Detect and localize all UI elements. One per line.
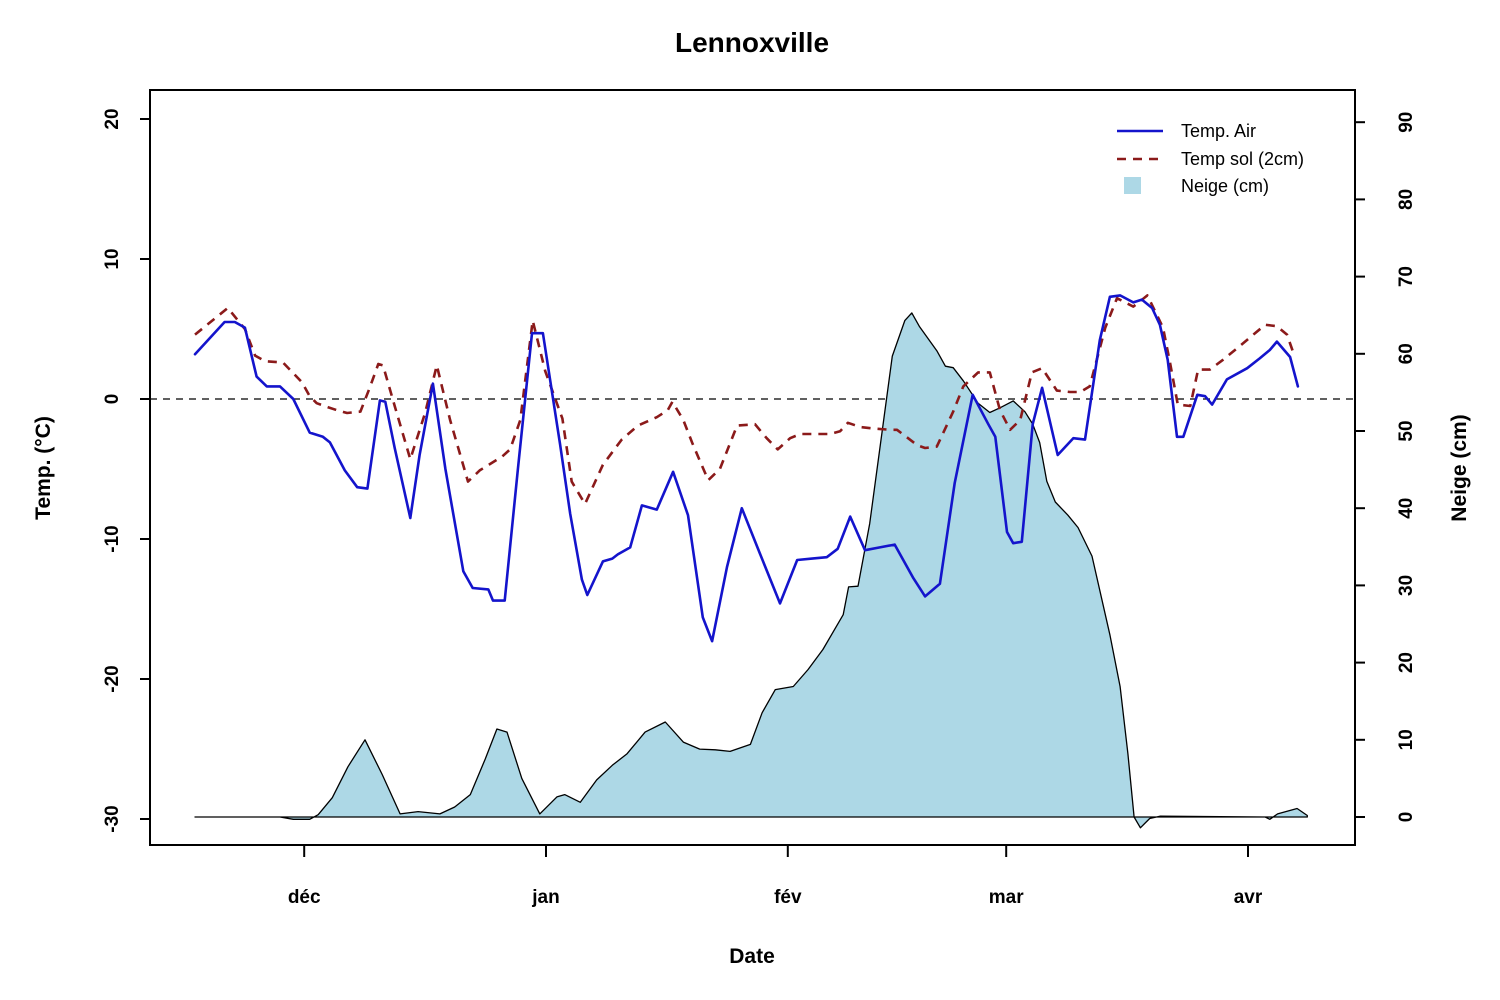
y-right-tick-label: 60 bbox=[1396, 343, 1417, 364]
y-right-axis-title: Neige (cm) bbox=[1448, 414, 1471, 521]
y-left-tick-label: 20 bbox=[102, 108, 123, 129]
y-left-axis-title: Temp. (°C) bbox=[32, 416, 55, 520]
legend-label-temp-air: Temp. Air bbox=[1181, 121, 1256, 141]
y-right-tick-label: 70 bbox=[1396, 266, 1417, 287]
y-right-tick-label: 10 bbox=[1396, 729, 1417, 750]
y-right-tick-label: 30 bbox=[1396, 575, 1417, 596]
y-right-tick-label: 80 bbox=[1396, 189, 1417, 210]
y-right-tick-label: 90 bbox=[1396, 112, 1417, 133]
temp-sol-line bbox=[194, 294, 1297, 506]
neige-legend-square-icon bbox=[1124, 177, 1141, 194]
legend-item-temp-air: Temp. Air bbox=[1117, 121, 1256, 141]
y-right-tick-label: 40 bbox=[1396, 498, 1417, 519]
x-axis-tick-label: fév bbox=[774, 887, 802, 908]
y-left-tick-label: 0 bbox=[102, 394, 123, 405]
x-axis-tick-label: mar bbox=[989, 887, 1024, 908]
y-left-tick-label: -10 bbox=[102, 525, 123, 552]
legend-label-neige: Neige (cm) bbox=[1181, 176, 1269, 196]
x-axis-tick-label: avr bbox=[1234, 887, 1263, 908]
y-left-tick-label: 10 bbox=[102, 248, 123, 269]
y-left-tick-label: -30 bbox=[102, 805, 123, 832]
plot-box bbox=[149, 89, 1356, 846]
legend-item-temp-sol: Temp sol (2cm) bbox=[1117, 149, 1304, 169]
y-right-tick-label: 50 bbox=[1396, 420, 1417, 441]
y-right-tick-label: 0 bbox=[1396, 812, 1417, 823]
y-right-tick-label: 20 bbox=[1396, 652, 1417, 673]
legend-item-neige: Neige (cm) bbox=[1124, 176, 1269, 196]
chart-title: Lennoxville bbox=[675, 27, 829, 58]
neige-area bbox=[194, 312, 1308, 829]
legend: Temp. Air Temp sol (2cm) Neige (cm) bbox=[1117, 121, 1304, 196]
x-axis-tick-label: jan bbox=[531, 887, 559, 908]
plot-area: déc jan fév mar avr 20 10 0 -10 -20 -30 90 80 70 60 50 4… bbox=[102, 89, 1417, 908]
x-axis-title: Date bbox=[729, 945, 775, 968]
temp-air-line bbox=[193, 294, 1300, 643]
legend-label-temp-sol: Temp sol (2cm) bbox=[1181, 149, 1304, 169]
x-axis-tick-label: déc bbox=[288, 887, 321, 908]
y-left-tick-label: -20 bbox=[102, 665, 123, 692]
